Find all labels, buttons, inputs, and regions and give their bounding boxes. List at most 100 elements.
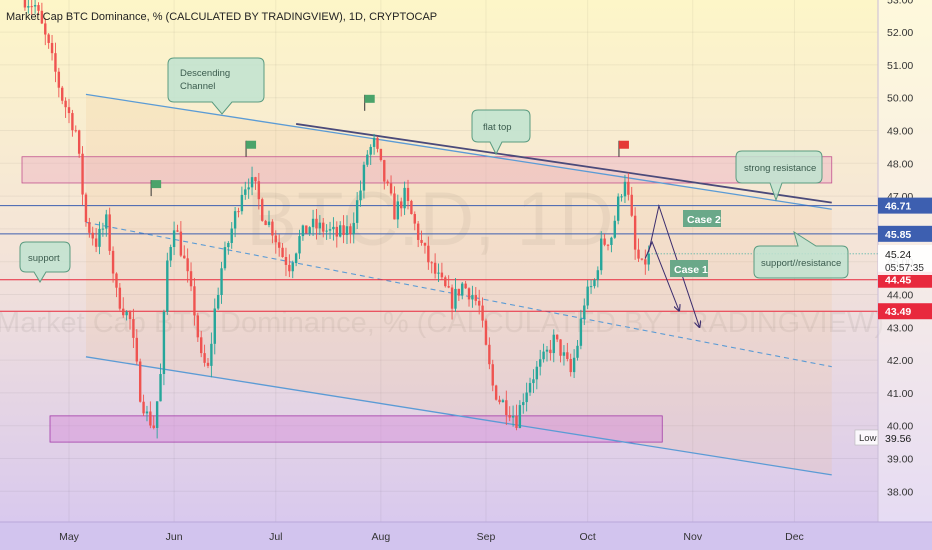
candle-body xyxy=(132,319,135,338)
candle-body xyxy=(467,288,471,300)
candle-body xyxy=(603,238,606,245)
time-axis[interactable]: May Jun Jul Aug Sep Oct Nov Dec xyxy=(0,521,932,550)
candle xyxy=(396,194,400,229)
candle-body xyxy=(291,263,294,272)
countdown-timer: 05:57:35 xyxy=(885,263,924,274)
candle xyxy=(264,219,267,226)
candle xyxy=(37,2,40,16)
candle-body xyxy=(325,230,328,232)
support-callout[interactable]: support xyxy=(19,241,71,283)
candle xyxy=(288,254,291,278)
candle xyxy=(277,234,281,257)
x-tick-label: Jul xyxy=(269,531,282,543)
candle xyxy=(271,219,274,244)
candle-body xyxy=(559,339,562,356)
candle xyxy=(433,253,437,279)
candle-body xyxy=(250,177,254,188)
support-resistance-callout[interactable]: support//resistance xyxy=(753,230,849,279)
channel-lower-line xyxy=(85,356,832,476)
candle xyxy=(166,252,169,315)
candle xyxy=(179,221,183,258)
candle xyxy=(623,174,627,204)
candle-body xyxy=(562,352,566,356)
candle-body xyxy=(339,225,342,237)
current-price-value: 45.24 xyxy=(885,249,911,261)
flat-top-callout[interactable]: flat top xyxy=(471,109,531,156)
candle-body xyxy=(23,0,27,8)
flag-icon xyxy=(618,140,629,157)
candle xyxy=(315,208,318,240)
zones xyxy=(21,94,833,475)
candle xyxy=(403,181,406,216)
channel-fill xyxy=(86,94,832,475)
candle-body xyxy=(193,286,196,316)
candle xyxy=(81,146,84,206)
candle-body xyxy=(203,353,206,363)
candle-body xyxy=(474,295,477,301)
x-tick-label: Sep xyxy=(477,531,496,543)
candle-body xyxy=(274,235,277,243)
candle xyxy=(389,175,393,196)
candle xyxy=(416,221,420,248)
flat-top-line xyxy=(295,123,832,204)
candle xyxy=(494,384,498,401)
candles xyxy=(23,0,650,439)
candle-body xyxy=(183,255,186,259)
candle-body xyxy=(149,411,152,426)
candle xyxy=(471,285,474,308)
candle-body xyxy=(633,215,637,250)
candle xyxy=(603,233,606,247)
candle-body xyxy=(593,280,596,287)
y-tick-label: 53.00 xyxy=(887,0,913,6)
candle xyxy=(345,215,349,245)
candle xyxy=(169,244,172,268)
candle-body xyxy=(64,100,67,108)
candle-body xyxy=(528,383,532,393)
case-1-label-box[interactable]: Case 1 xyxy=(670,260,708,277)
candle-body xyxy=(549,349,552,354)
candle xyxy=(159,363,162,402)
candle-body xyxy=(440,272,444,278)
candle xyxy=(322,217,325,238)
candle xyxy=(311,209,315,236)
price-axis[interactable]: 53.0052.0051.0050.0049.0048.0047.0046.00… xyxy=(854,0,932,550)
candle-body xyxy=(288,264,291,272)
candle xyxy=(240,186,244,215)
candle-body xyxy=(518,405,522,428)
candle xyxy=(23,0,27,11)
watermark-description: Market Cap BTC Dominance, % (CALCULATED … xyxy=(0,307,884,339)
candle xyxy=(257,172,261,210)
flag-cloth xyxy=(151,180,162,189)
candle-body xyxy=(413,214,416,224)
candle xyxy=(498,395,501,405)
descending-channel-line2: Channel xyxy=(180,81,215,92)
candle-body xyxy=(159,374,162,402)
candle-body xyxy=(362,164,366,191)
candle-body xyxy=(74,130,77,132)
candle-body xyxy=(579,318,583,346)
candle xyxy=(545,345,549,362)
candle xyxy=(511,405,515,427)
case-2-label-box[interactable]: Case 2 xyxy=(683,210,721,227)
candle-body xyxy=(379,148,383,161)
candle-body xyxy=(600,238,603,271)
support-label: support xyxy=(28,253,60,264)
candle xyxy=(461,281,464,300)
candle-body xyxy=(125,311,128,316)
y-tick-label: 48.00 xyxy=(887,158,913,170)
candle-body xyxy=(50,42,54,54)
candle xyxy=(281,243,284,258)
candle xyxy=(606,244,610,251)
candle-body xyxy=(647,253,650,265)
strong-resistance-callout[interactable]: strong resistance xyxy=(735,150,823,202)
candle-body xyxy=(152,425,155,428)
candle-body xyxy=(383,160,386,182)
candle xyxy=(237,207,240,218)
candle xyxy=(627,172,630,201)
candle xyxy=(383,159,386,190)
descending-channel-callout[interactable]: Descending Channel xyxy=(167,57,265,115)
candle-body xyxy=(244,189,247,195)
candle-body xyxy=(176,230,179,232)
candle-body xyxy=(372,137,376,147)
